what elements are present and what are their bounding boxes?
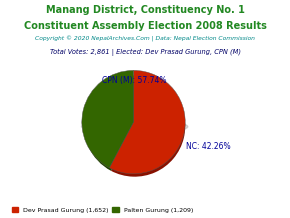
Text: Manang District, Constituency No. 1: Manang District, Constituency No. 1: [46, 5, 244, 15]
Wedge shape: [84, 75, 135, 171]
Ellipse shape: [81, 119, 188, 134]
Text: CPN (M): 57.74%: CPN (M): 57.74%: [102, 76, 166, 85]
Text: Copyright © 2020 NepalArchives.Com | Data: Nepal Election Commission: Copyright © 2020 NepalArchives.Com | Dat…: [35, 36, 255, 42]
Legend: Dev Prasad Gurung (1,652), Palten Gurung (1,209): Dev Prasad Gurung (1,652), Palten Gurung…: [12, 207, 193, 213]
Text: Total Votes: 2,861 | Elected: Dev Prasad Gurung, CPN (M): Total Votes: 2,861 | Elected: Dev Prasad…: [50, 49, 240, 56]
Wedge shape: [109, 70, 185, 174]
Wedge shape: [82, 70, 133, 168]
Text: NC: 42.26%: NC: 42.26%: [186, 142, 231, 151]
Wedge shape: [111, 75, 185, 177]
Text: Constituent Assembly Election 2008 Results: Constituent Assembly Election 2008 Resul…: [23, 21, 267, 31]
